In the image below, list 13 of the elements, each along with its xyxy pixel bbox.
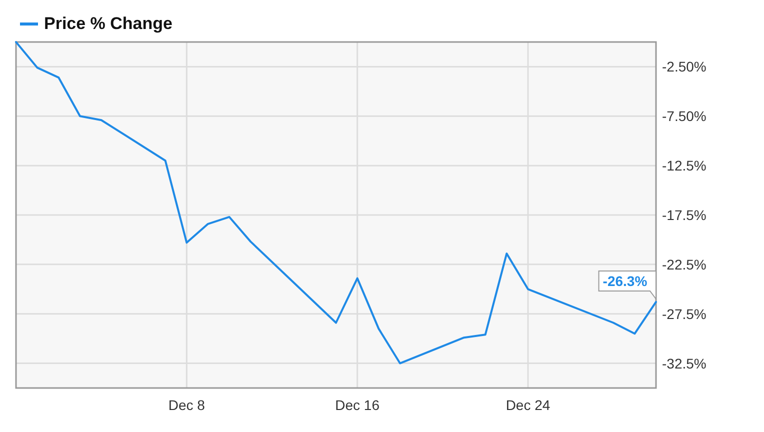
y-tick-label: -7.50% [662,108,706,124]
y-tick-label: -32.5% [662,355,706,372]
x-tick-label: Dec 8 [168,397,206,413]
y-tick-label: -17.5% [662,207,706,223]
legend-label: Price % Change [44,14,172,33]
y-tick-label: -12.5% [662,158,706,174]
y-tick-label: -2.50% [662,58,706,75]
y-tick-label: -27.5% [662,306,706,322]
line-series [15,41,657,364]
y-tick-label: -22.5% [662,256,706,272]
x-tick-label: Dec 24 [506,397,550,413]
x-tick-label: Dec 16 [335,397,380,413]
data-label: -26.3% [602,272,648,289]
